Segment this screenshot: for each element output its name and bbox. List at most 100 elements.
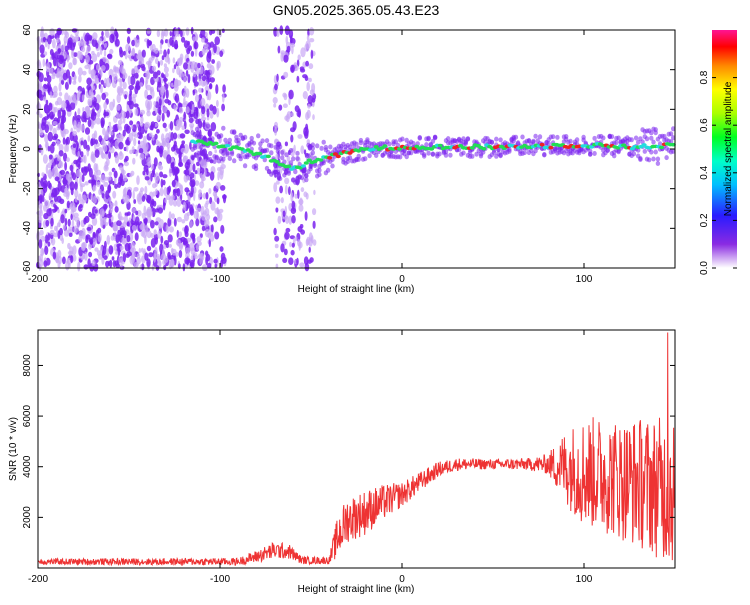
spectrogram-noise-mark — [119, 172, 124, 183]
spectrogram-ridge-halo — [398, 154, 403, 160]
spectrogram-noise-mark — [88, 179, 93, 184]
spectrogram-noise-mark — [184, 161, 190, 170]
spectrogram-noise-mark — [131, 67, 136, 75]
spectrogram-ridge-halo — [533, 133, 538, 139]
spectrogram-noise-mark — [119, 49, 124, 58]
spectrogram-ridge-halo — [671, 126, 676, 132]
spectrogram-noise-mark — [190, 233, 196, 239]
spectrogram-noise-mark — [44, 234, 49, 244]
spectrogram-noise-mark — [178, 69, 184, 78]
spectrogram-noise-mark — [68, 62, 73, 70]
spectrogram-noise-mark — [103, 101, 108, 110]
spectrogram-noise-mark — [279, 185, 283, 194]
spectrogram-noise-mark — [58, 150, 64, 157]
spectrogram-noise-mark — [66, 190, 70, 197]
spectrogram-ridge-halo — [295, 150, 300, 156]
spectrogram-noise-mark — [196, 167, 201, 175]
spectrogram-ridge-halo — [291, 156, 296, 162]
spectrogram-noise-mark — [61, 79, 65, 85]
spectrogram-noise-mark — [40, 146, 44, 156]
spectrogram-noise-mark — [94, 209, 98, 214]
spectrogram-ridge-halo — [223, 137, 228, 143]
spectrogram-noise-mark — [103, 49, 107, 57]
spectrogram-noise-mark — [303, 191, 308, 198]
spectrogram-noise-mark — [141, 263, 145, 271]
spectrogram-ridge-halo — [655, 161, 661, 166]
spectrogram-ridge-core — [396, 147, 403, 151]
spectrogram-noise-mark — [288, 89, 294, 100]
spectrogram-noise-mark — [312, 208, 317, 216]
spectrogram-noise-mark — [310, 49, 314, 59]
spectrogram-noise-mark — [127, 100, 133, 106]
spectrogram-noise-mark — [44, 245, 49, 255]
spectrogram-x-tick-label: 100 — [576, 274, 593, 285]
spectrogram-noise-mark — [209, 110, 214, 119]
spectrogram-noise-mark — [167, 48, 170, 55]
spectrogram-noise-mark — [90, 213, 96, 220]
spectrogram-ridge-halo — [649, 130, 654, 136]
spectrogram-noise-mark — [158, 109, 162, 116]
spectrogram-noise-mark — [189, 141, 192, 150]
spectrogram-noise-mark — [190, 255, 194, 260]
spectrogram-noise-mark — [187, 73, 191, 84]
spectrogram-ridge-core — [335, 154, 341, 159]
spectrogram-ridge-halo — [489, 139, 495, 145]
spectrogram-noise-mark — [185, 175, 190, 181]
spectrogram-noise-mark — [187, 195, 191, 203]
spectrogram-noise-mark — [56, 27, 62, 35]
spectrogram-ridge-halo — [201, 122, 206, 128]
spectrogram-noise-mark — [57, 153, 60, 162]
spectrogram-noise-mark — [219, 246, 224, 252]
spectrogram-noise-mark — [116, 86, 121, 95]
spectrogram-noise-mark — [105, 77, 112, 88]
spectrogram-noise-mark — [104, 161, 108, 170]
spectrogram-ridge-halo — [277, 176, 283, 182]
spectrogram-x-ticks: -200 -100 0 100 — [28, 30, 593, 285]
spectrogram-noise-mark — [49, 143, 55, 154]
spectrogram-noise-mark — [154, 172, 160, 182]
spectrogram-noise-mark — [70, 187, 74, 196]
spectrogram-noise-mark — [180, 30, 183, 38]
spectrogram-noise-mark — [43, 85, 49, 89]
spectrogram-noise-mark — [53, 107, 58, 113]
spectrogram-noise-mark — [36, 59, 41, 67]
spectrogram-noise-mark — [204, 228, 210, 238]
spectrogram-noise-mark — [156, 128, 160, 134]
spectrogram-noise-mark — [47, 241, 51, 247]
spectrogram-ridge-core — [641, 143, 647, 147]
spectrogram-noise-mark — [129, 255, 135, 265]
spectrogram-ridge-halo — [437, 151, 442, 157]
spectrogram-ridge-halo — [242, 134, 248, 140]
spectrogram-noise-mark — [114, 183, 118, 189]
spectrogram-y-tick-label: 20 — [22, 103, 33, 115]
spectrogram-noise-mark — [134, 232, 139, 242]
snr-y-tick-label: 2000 — [22, 506, 33, 529]
spectrogram-noise-mark — [277, 215, 282, 225]
spectrogram-noise-mark — [81, 41, 87, 47]
spectrogram-ridge-halo — [286, 170, 291, 176]
spectrogram-noise-mark — [76, 123, 81, 133]
spectrogram-noise-mark — [136, 256, 141, 265]
spectrogram-ridge-core — [318, 158, 324, 162]
spectrogram-ridge-core — [437, 143, 443, 148]
spectrogram-noise-mark — [168, 254, 172, 260]
spectrogram-noise-mark — [222, 84, 226, 93]
spectrogram-noise-mark — [194, 255, 199, 260]
spectrogram-ridge-halo — [203, 137, 208, 143]
spectrogram-ridge-halo — [229, 151, 235, 157]
spectrogram-ridge-core — [300, 164, 306, 168]
spectrogram-noise-mark — [278, 104, 283, 111]
spectrogram-noise-mark — [120, 87, 124, 94]
spectrogram-noise-mark — [90, 91, 95, 101]
spectrogram-noise-mark — [158, 260, 162, 268]
spectrogram-noise-mark — [80, 242, 86, 252]
spectrogram-noise-mark — [90, 137, 96, 146]
spectrogram-noise-mark — [311, 83, 316, 93]
spectrogram-noise-mark — [100, 174, 106, 183]
spectrogram-noise-mark — [60, 44, 66, 52]
spectrogram-ridge-halo — [426, 150, 431, 156]
spectrogram-noise-mark — [201, 212, 206, 221]
spectrogram-ridge-halo — [199, 134, 204, 140]
spectrogram-ridge-halo — [284, 152, 289, 158]
spectrogram-noise-mark — [192, 71, 197, 78]
